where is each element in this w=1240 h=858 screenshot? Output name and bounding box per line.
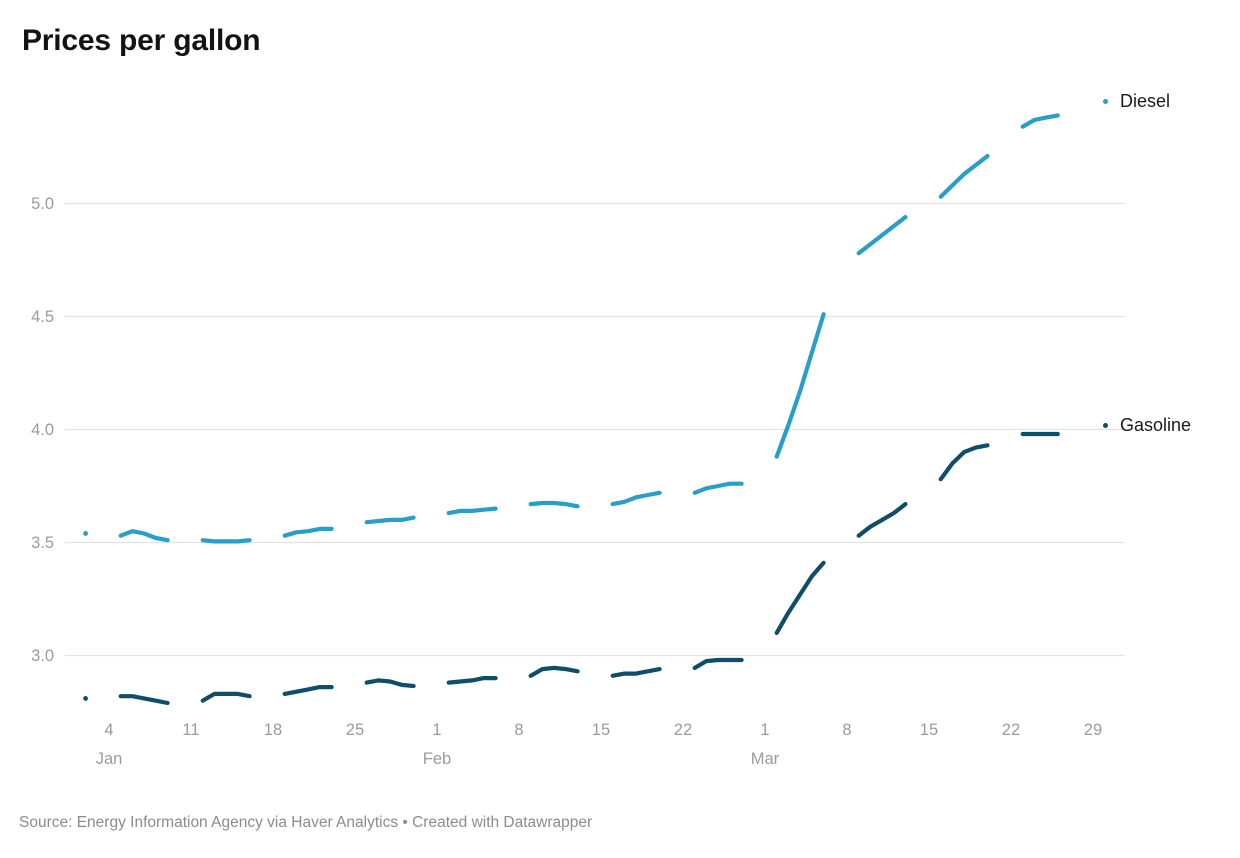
series-segment-diesel [118, 529, 170, 543]
series-segment-diesel [364, 515, 416, 525]
source-note: Source: Energy Information Agency via Ha… [19, 814, 593, 831]
gasoline-series-dot-icon [1103, 422, 1108, 428]
x-month-label: Jan [96, 750, 123, 768]
x-tick-label: 4 [104, 721, 113, 739]
series-segment-gasoline [282, 685, 334, 696]
series-segment-diesel [200, 538, 252, 544]
chart-title: Prices per gallon [22, 24, 261, 57]
x-month-label: Feb [423, 750, 451, 768]
series-segment-gasoline [118, 694, 170, 706]
series-segment-diesel [774, 312, 826, 459]
x-tick-label: 29 [1084, 721, 1102, 739]
series-segment-diesel [446, 506, 498, 516]
x-tick-label: 1 [760, 721, 769, 739]
y-tick-label: 4.0 [31, 421, 54, 439]
y-tick-label: 5.0 [31, 195, 54, 213]
series-segment-gasoline [692, 657, 744, 670]
x-tick-label: 1 [432, 721, 441, 739]
series-segment-gasoline [938, 443, 990, 482]
legend-diesel-label: Diesel [1120, 91, 1171, 111]
series-segment-gasoline [774, 560, 826, 635]
x-tick-label: 15 [592, 721, 610, 739]
series-segment-gasoline [364, 678, 416, 689]
series-segment-diesel [856, 215, 908, 256]
series-segment-gasoline [446, 676, 498, 685]
diesel-series-dot-icon [1103, 98, 1108, 104]
x-month-label: Mar [751, 750, 780, 768]
series-segment-diesel [282, 526, 334, 538]
x-tick-label: 8 [842, 721, 851, 739]
x-tick-label: 25 [346, 721, 364, 739]
x-tick-label: 8 [514, 721, 523, 739]
series-start-dot-diesel [83, 531, 88, 536]
series-segment-diesel [610, 490, 662, 507]
series-segment-diesel [692, 481, 744, 495]
x-tick-label: 22 [1002, 721, 1020, 739]
series-segment-gasoline [610, 667, 662, 678]
series-start-dot-gasoline [83, 696, 88, 701]
legend-item-gasoline: Gasoline [1103, 415, 1191, 435]
legend-gasoline-label: Gasoline [1120, 415, 1192, 435]
series-segment-gasoline [856, 502, 908, 538]
x-tick-label: 11 [182, 721, 199, 739]
series-segment-gasoline [200, 691, 252, 703]
y-tick-label: 3.5 [31, 534, 54, 552]
x-tick-label: 22 [674, 721, 692, 739]
series-segment-gasoline [528, 665, 580, 678]
x-tick-label: 15 [920, 721, 938, 739]
series-segment-diesel [528, 500, 580, 509]
y-tick-label: 4.5 [31, 308, 54, 326]
series-segment-diesel [1020, 113, 1060, 129]
y-tick-label: 3.0 [31, 647, 54, 665]
legend-item-diesel: Diesel [1103, 91, 1170, 111]
x-tick-label: 18 [264, 721, 282, 739]
series-segment-diesel [938, 153, 990, 199]
